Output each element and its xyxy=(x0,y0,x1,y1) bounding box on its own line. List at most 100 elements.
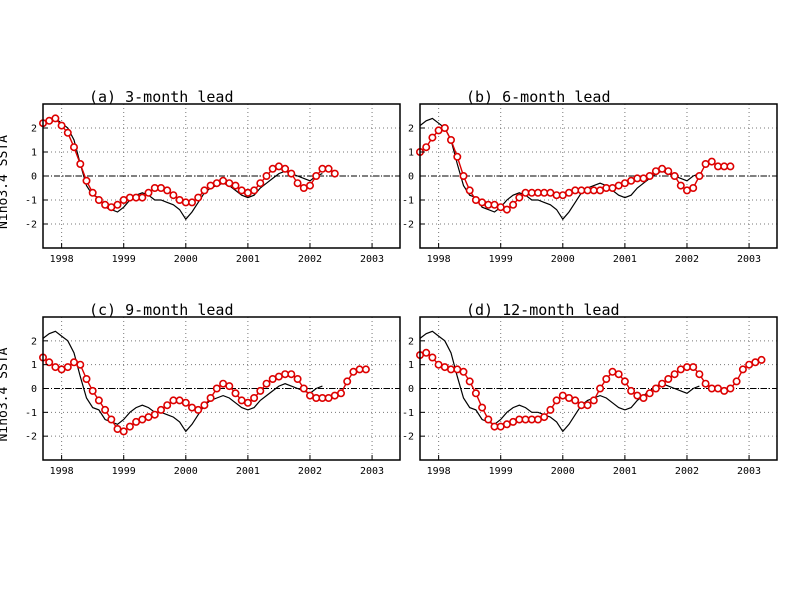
forecast-point xyxy=(440,124,449,133)
forecast-point xyxy=(651,384,660,393)
forecast-point xyxy=(361,365,370,374)
x-tick-label: 2000 xyxy=(551,254,575,265)
forecast-point xyxy=(614,370,623,379)
forecast-point xyxy=(589,396,598,405)
forecast-point xyxy=(63,363,72,372)
forecast-point xyxy=(726,384,735,393)
forecast-point xyxy=(51,114,60,123)
forecast-point xyxy=(428,133,437,142)
forecast-point xyxy=(695,370,704,379)
forecast-point xyxy=(163,401,172,410)
forecast-point xyxy=(639,393,648,402)
forecast-point xyxy=(287,169,296,178)
y-tick-label: -1 xyxy=(25,196,37,207)
forecast-point xyxy=(312,172,321,181)
chart-panel-2: 1998 1999 2000 2001 2002 2003 -2 -1 0 1 2 (b) 6-mon… xyxy=(402,88,778,265)
x-tick-label: 2001 xyxy=(613,254,637,265)
forecast-series-line xyxy=(419,127,731,211)
y-axis-label: Nino3.4 SSTA xyxy=(0,347,11,441)
x-tick-label: 2002 xyxy=(298,466,322,477)
forecast-point xyxy=(446,136,455,145)
chart-panel-1: 1998 1999 2000 2001 2002 2003 -2 -1 0 1 2 (a) 3-mon… xyxy=(0,88,401,265)
forecast-point xyxy=(125,422,134,431)
forecast-point xyxy=(546,405,555,414)
forecast-point xyxy=(732,377,741,386)
forecast-point xyxy=(293,374,302,383)
forecast-point xyxy=(138,193,147,202)
x-tick-label: 2001 xyxy=(236,254,260,265)
forecast-point xyxy=(330,169,339,178)
panel-title: (c) 9-month lead xyxy=(89,301,234,319)
forecast-point xyxy=(70,143,79,152)
forecast-point xyxy=(243,398,252,407)
y-tick-label: 0 xyxy=(408,384,414,395)
x-tick-label: 2002 xyxy=(675,466,699,477)
forecast-point xyxy=(63,128,72,137)
forecast-point xyxy=(256,179,265,188)
y-tick-label: -2 xyxy=(25,432,37,443)
forecast-point xyxy=(88,188,97,197)
forecast-point xyxy=(471,389,480,398)
forecast-point xyxy=(343,377,352,386)
chart-panel-4: 1998 1999 2000 2001 2002 2003 -2 -1 0 1 2 (d) 12-mo… xyxy=(402,301,778,477)
forecast-point xyxy=(459,367,468,376)
forecast-point xyxy=(583,401,592,410)
y-tick-label: 0 xyxy=(408,172,414,183)
forecast-point xyxy=(119,427,128,436)
forecast-point xyxy=(305,181,314,190)
forecast-point xyxy=(521,415,530,424)
forecast-point xyxy=(509,200,518,209)
forecast-point xyxy=(94,196,103,205)
y-tick-label: -1 xyxy=(25,408,37,419)
forecast-point xyxy=(200,401,209,410)
x-tick-label: 2000 xyxy=(174,466,198,477)
x-tick-label: 2000 xyxy=(174,254,198,265)
forecast-point xyxy=(658,379,667,388)
forecast-point xyxy=(664,374,673,383)
forecast-point xyxy=(88,386,97,395)
forecast-point xyxy=(82,176,91,185)
x-tick-label: 1999 xyxy=(112,254,136,265)
y-tick-label: 1 xyxy=(31,360,37,371)
forecast-point xyxy=(150,410,159,419)
forecast-point xyxy=(250,186,259,195)
forecast-point xyxy=(144,188,153,197)
forecast-point xyxy=(571,396,580,405)
forecast-point xyxy=(212,179,221,188)
forecast-point xyxy=(76,360,85,369)
x-tick-label: 1998 xyxy=(50,466,74,477)
forecast-point xyxy=(676,181,685,190)
forecast-point xyxy=(101,405,110,414)
forecast-point xyxy=(206,393,215,402)
forecast-point xyxy=(70,358,79,367)
y-tick-label: 2 xyxy=(31,336,37,347)
y-axis-label: Nino3.4 SSTA xyxy=(0,135,11,229)
forecast-point xyxy=(726,162,735,171)
forecast-point xyxy=(689,363,698,372)
forecast-point xyxy=(231,181,240,190)
forecast-point xyxy=(645,172,654,181)
forecast-point xyxy=(738,365,747,374)
forecast-point xyxy=(76,160,85,169)
panel-title: (a) 3-month lead xyxy=(89,88,234,106)
y-tick-label: -2 xyxy=(402,432,414,443)
forecast-point xyxy=(422,143,431,152)
forecast-point xyxy=(664,167,673,176)
forecast-point xyxy=(707,157,716,166)
forecast-point xyxy=(627,386,636,395)
forecast-point xyxy=(465,377,474,386)
x-tick-label: 2002 xyxy=(675,254,699,265)
forecast-point xyxy=(212,384,221,393)
forecast-point xyxy=(589,186,598,195)
observed-series-line xyxy=(42,330,323,433)
forecast-point xyxy=(82,374,91,383)
forecast-point xyxy=(144,413,153,422)
forecast-point xyxy=(689,184,698,193)
y-tick-label: 2 xyxy=(31,124,37,135)
forecast-point xyxy=(163,186,172,195)
forecast-point xyxy=(465,186,474,195)
forecast-point xyxy=(194,405,203,414)
forecast-point xyxy=(324,164,333,173)
y-tick-label: 0 xyxy=(31,172,37,183)
x-tick-label: 1999 xyxy=(489,466,513,477)
